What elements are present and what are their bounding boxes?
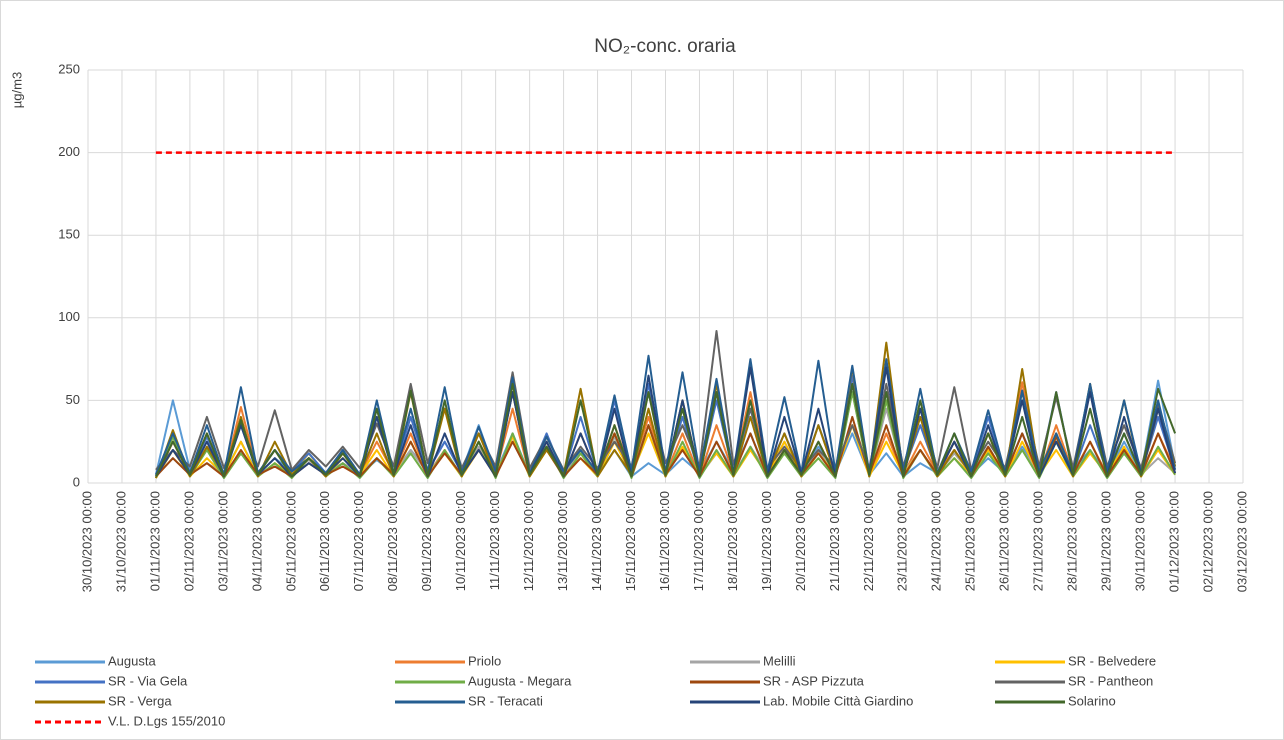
legend-label: SR - ASP Pizzuta [763, 673, 865, 688]
x-tick-label: 19/11/2023 00:00 [759, 491, 774, 591]
x-tick-label: 30/10/2023 00:00 [79, 491, 94, 592]
legend-label: V.L. D.Lgs 155/2010 [108, 713, 225, 728]
legend-label: SR - Belvedere [1068, 653, 1156, 668]
series-line [154, 341, 1177, 479]
x-tick-label: 03/12/2023 00:00 [1234, 491, 1249, 592]
legend-label: Augusta - Megara [468, 673, 572, 688]
x-tick-label: 05/11/2023 00:00 [283, 491, 298, 591]
x-tick-label: 23/11/2023 00:00 [895, 491, 910, 591]
x-tick-label: 02/11/2023 00:00 [181, 491, 196, 591]
x-tick-label: 04/11/2023 00:00 [249, 491, 264, 591]
x-tick-label: 28/11/2023 00:00 [1065, 491, 1080, 591]
legend-label: Melilli [763, 653, 796, 668]
x-tick-label: 30/11/2023 00:00 [1133, 491, 1148, 591]
x-tick-label: 18/11/2023 00:00 [725, 491, 740, 591]
y-tick-label: 200 [58, 144, 80, 159]
chart-title: NO₂-conc. oraria [594, 36, 736, 57]
x-tick-label: 24/11/2023 00:00 [929, 491, 944, 591]
legend-label: SR - Verga [108, 693, 172, 708]
x-tick-label: 26/11/2023 00:00 [997, 491, 1012, 591]
x-tick-label: 06/11/2023 00:00 [317, 491, 332, 591]
legend-label: SR - Teracati [468, 693, 543, 708]
x-tick-label: 10/11/2023 00:00 [453, 491, 468, 591]
legend-label: SR - Pantheon [1068, 673, 1153, 688]
legend-label: SR - Via Gela [108, 673, 188, 688]
x-tick-label: 08/11/2023 00:00 [385, 491, 400, 591]
x-tick-label: 11/11/2023 00:00 [487, 491, 502, 590]
x-tick-label: 17/11/2023 00:00 [691, 491, 706, 591]
x-tick-label: 12/11/2023 00:00 [521, 491, 536, 591]
y-axis-label: µg/m3 [9, 72, 24, 108]
series-line [155, 382, 1177, 478]
x-tick-label: 16/11/2023 00:00 [657, 491, 672, 591]
x-tick-label: 27/11/2023 00:00 [1031, 491, 1046, 591]
x-tick-label: 14/11/2023 00:00 [589, 491, 604, 591]
legend-label: Lab. Mobile Città Giardino [763, 693, 913, 708]
series-line [155, 330, 1177, 471]
legend-label: Priolo [468, 653, 501, 668]
x-tick-label: 01/11/2023 00:00 [147, 491, 162, 591]
y-tick-label: 250 [58, 61, 80, 76]
x-tick-label: 09/11/2023 00:00 [419, 491, 434, 591]
x-tick-label: 01/12/2023 00:00 [1166, 491, 1181, 592]
x-tick-label: 21/11/2023 00:00 [827, 491, 842, 591]
x-tick-label: 13/11/2023 00:00 [555, 491, 570, 591]
y-tick-label: 0 [73, 474, 80, 489]
y-tick-label: 100 [58, 309, 80, 324]
x-tick-label: 03/11/2023 00:00 [215, 491, 230, 591]
x-tick-label: 07/11/2023 00:00 [351, 491, 366, 591]
x-tick-label: 22/11/2023 00:00 [861, 491, 876, 591]
x-tick-label: 20/11/2023 00:00 [793, 491, 808, 591]
x-tick-label: 31/10/2023 00:00 [113, 491, 128, 592]
x-tick-label: 02/12/2023 00:00 [1200, 491, 1215, 592]
x-tick-label: 25/11/2023 00:00 [963, 491, 978, 591]
x-tick-label: 15/11/2023 00:00 [623, 491, 638, 591]
y-tick-label: 50 [66, 392, 80, 407]
y-tick-label: 150 [58, 227, 80, 242]
legend-label: Solarino [1068, 693, 1116, 708]
legend-label: Augusta [108, 653, 156, 668]
x-tick-label: 29/11/2023 00:00 [1099, 491, 1114, 591]
